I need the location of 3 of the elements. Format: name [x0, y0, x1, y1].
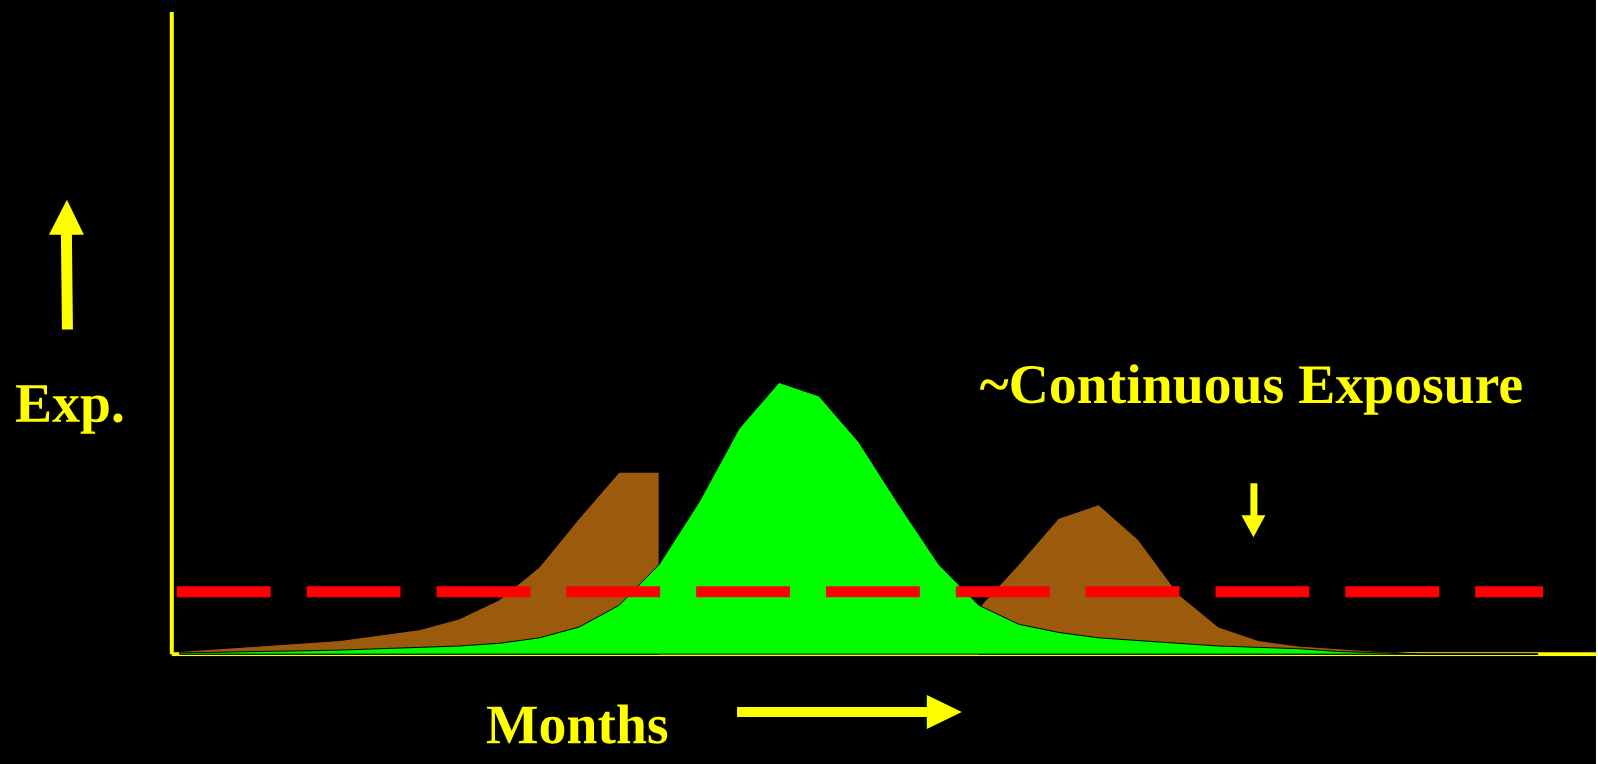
y-axis-title: Exp.: [15, 385, 123, 434]
x-axis-title: Months: [486, 704, 668, 744]
annotation: ~Continuous Exposure: [980, 364, 1522, 415]
